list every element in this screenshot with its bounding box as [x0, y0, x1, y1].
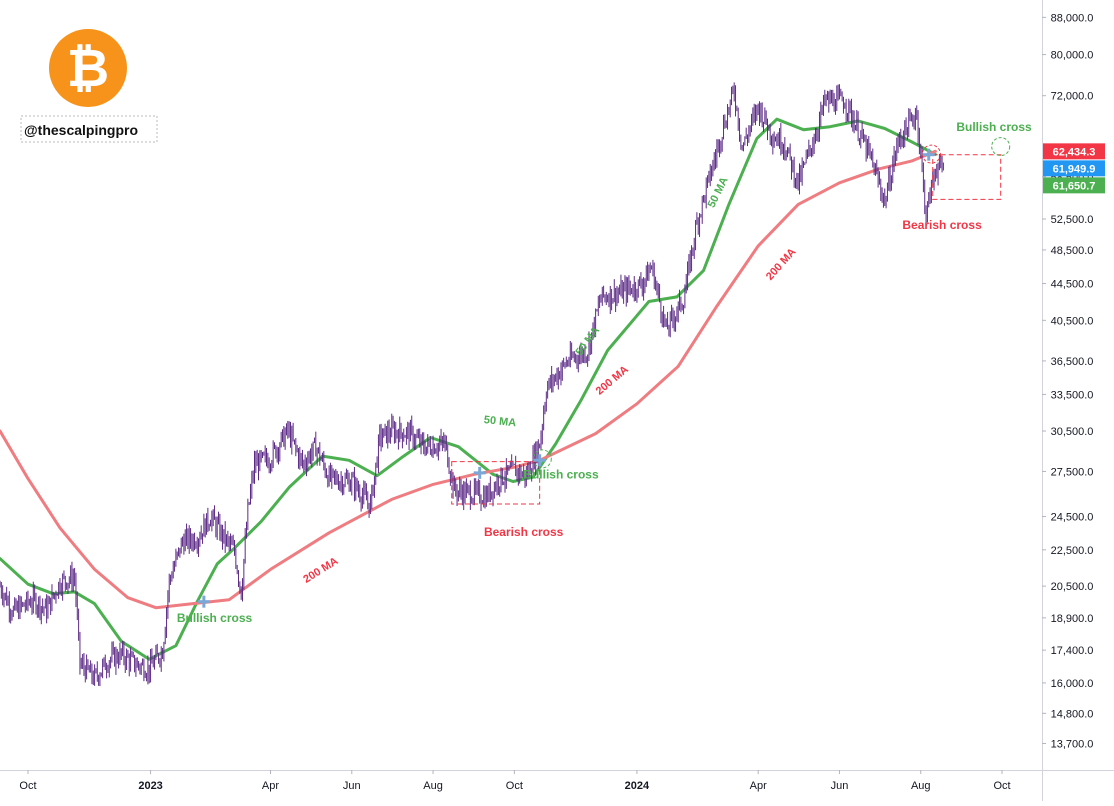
price-badge	[1043, 143, 1105, 160]
price-badge	[1043, 177, 1105, 194]
y-tick-label: 18,900.0	[1051, 613, 1094, 625]
y-tick-label: 14,800.0	[1051, 708, 1094, 720]
watermark: ₿ @thescalpingpro	[20, 29, 158, 143]
ma-line-200	[0, 149, 937, 610]
x-tick-label: Aug	[423, 780, 443, 792]
x-tick-label: Jun	[831, 780, 849, 792]
y-axis[interactable]: 88,000.080,000.072,000.058,500.052,500.0…	[1042, 0, 1093, 801]
y-tick-label: 52,500.0	[1051, 214, 1094, 226]
y-tick-label: 40,500.0	[1051, 315, 1094, 327]
dashed-box	[932, 154, 1002, 200]
bitcoin-logo-glyph: ₿	[67, 40, 109, 98]
annotation-shapes	[197, 137, 1011, 608]
x-tick-label: Apr	[750, 780, 767, 792]
handle-text: @thescalpingpro	[24, 122, 138, 138]
ma-label: 200 MA	[301, 555, 340, 586]
annotation-label: Bearish cross	[484, 525, 564, 539]
x-tick-label: Aug	[911, 780, 931, 792]
cross-circle	[991, 137, 1011, 157]
price-badge-label: 61,949.9	[1053, 163, 1096, 175]
y-tick-label: 36,500.0	[1051, 356, 1094, 368]
price-badge-label: 62,434.3	[1053, 146, 1096, 158]
annotation-label: Bullish cross	[956, 120, 1032, 134]
y-tick-label: 13,700.0	[1051, 738, 1094, 750]
y-tick-label: 80,000.0	[1051, 50, 1094, 62]
y-tick-label: 17,400.0	[1051, 645, 1094, 657]
cross-circle	[921, 144, 941, 164]
y-tick-label: 88,000.0	[1051, 12, 1094, 24]
x-tick-label: Apr	[262, 780, 279, 792]
x-tick-label: Oct	[19, 780, 36, 792]
x-tick-label: 2024	[625, 780, 650, 792]
y-tick-label: 20,500.0	[1051, 581, 1094, 593]
y-tick-label: 24,500.0	[1051, 512, 1094, 524]
annotation-label: Bullish cross	[177, 611, 253, 625]
bitcoin-logo-icon	[49, 29, 127, 107]
price-badges: 62,434.3 61,949.9 61,650.7	[1043, 143, 1105, 194]
ma-label: 200 MA	[764, 246, 799, 283]
ma-line-50	[0, 117, 937, 661]
y-tick-label: 27,500.0	[1051, 466, 1094, 478]
price-badge-label: 61,650.7	[1053, 180, 1096, 192]
x-tick-label: Oct	[993, 780, 1010, 792]
candles	[0, 82, 944, 687]
annotation-label: Bearish cross	[902, 218, 982, 232]
y-tick-label: 72,000.0	[1051, 91, 1094, 103]
y-tick-label: 48,500.0	[1051, 245, 1094, 257]
price-badge	[1043, 160, 1105, 177]
dashed-box	[451, 461, 541, 505]
x-tick-label: Jun	[343, 780, 361, 792]
moving-averages	[0, 117, 937, 661]
x-tick-label: 2023	[138, 780, 162, 792]
ma-label: 50 MA	[706, 175, 731, 209]
ma-label: 50 MA	[573, 325, 602, 358]
x-axis[interactable]: Oct 2023 Apr Jun Aug Oct 2024 Apr Jun Aug Oct	[0, 770, 1114, 792]
y-tick-label: 33,500.0	[1051, 389, 1094, 401]
ma-label: 50 MA	[483, 414, 517, 429]
handle-box	[20, 115, 158, 143]
y-tick-label: 30,500.0	[1051, 426, 1094, 438]
y-tick-label: 44,500.0	[1051, 279, 1094, 291]
cross-circle	[532, 449, 552, 469]
y-tick-label: 16,000.0	[1051, 678, 1094, 690]
annotation-label: Bullish cross	[523, 468, 599, 482]
x-tick-label: Oct	[506, 780, 523, 792]
y-tick-label: 22,500.0	[1051, 545, 1094, 557]
